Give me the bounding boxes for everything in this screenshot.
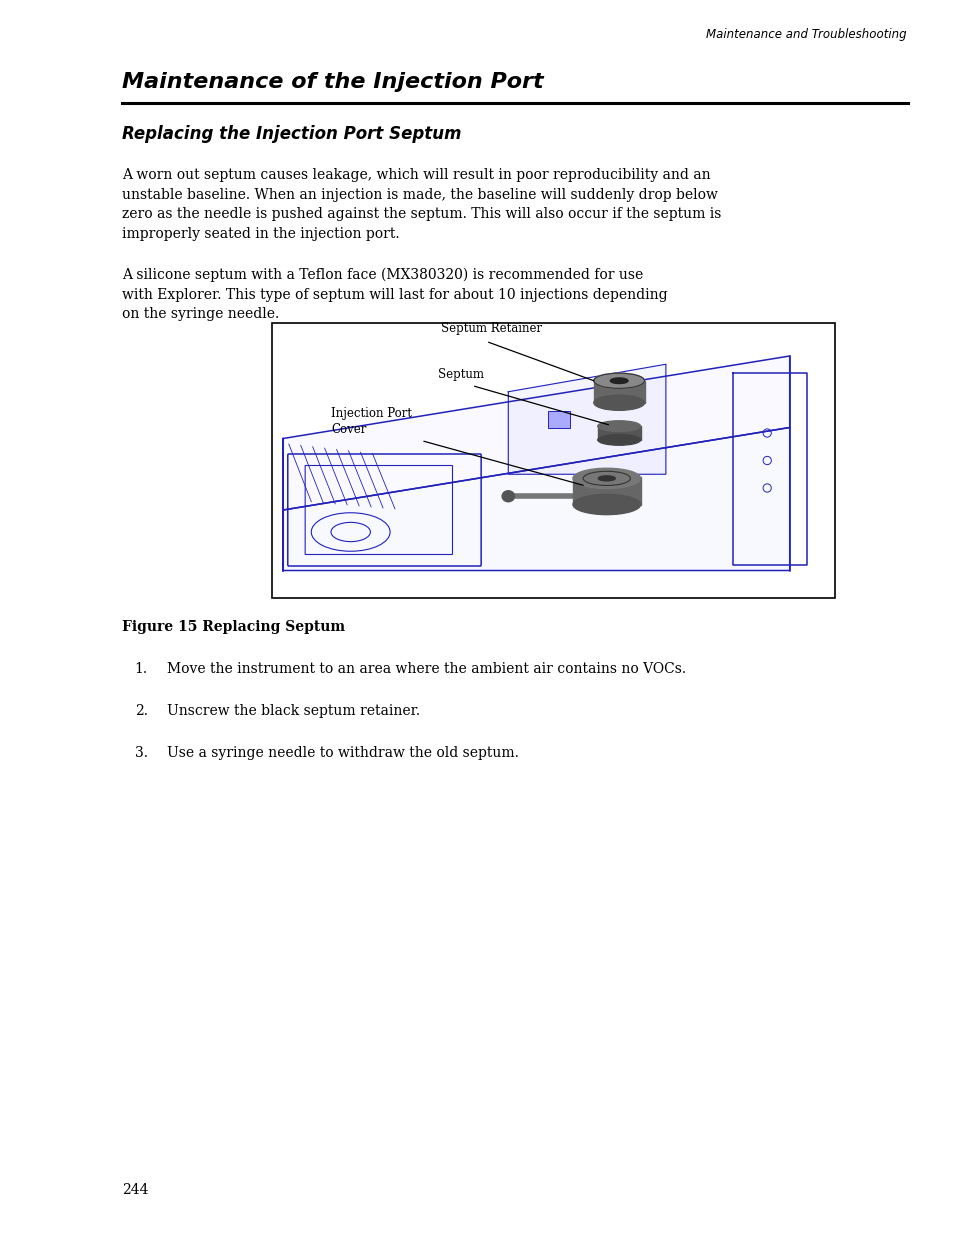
Text: 1.: 1. bbox=[134, 662, 148, 676]
Text: Maintenance and Troubleshooting: Maintenance and Troubleshooting bbox=[705, 28, 905, 41]
Ellipse shape bbox=[593, 395, 644, 410]
Text: 3.: 3. bbox=[134, 746, 148, 760]
Text: 2.: 2. bbox=[134, 704, 148, 718]
Text: Figure 15 Replacing Septum: Figure 15 Replacing Septum bbox=[122, 620, 345, 634]
Ellipse shape bbox=[593, 373, 644, 388]
Text: A silicone septum with a Teflon face (MX380320) is recommended for use
with Expl: A silicone septum with a Teflon face (MX… bbox=[122, 268, 667, 321]
Text: Use a syringe needle to withdraw the old septum.: Use a syringe needle to withdraw the old… bbox=[167, 746, 518, 760]
Text: Septum Retainer: Septum Retainer bbox=[440, 322, 541, 336]
Ellipse shape bbox=[598, 435, 639, 446]
Bar bbox=[598, 426, 639, 440]
Ellipse shape bbox=[598, 421, 639, 431]
Bar bbox=[547, 411, 570, 427]
Bar bbox=[593, 380, 644, 403]
Ellipse shape bbox=[573, 468, 639, 489]
Ellipse shape bbox=[610, 378, 627, 384]
Bar bbox=[573, 477, 639, 505]
Polygon shape bbox=[283, 356, 789, 510]
Text: Unscrew the black septum retainer.: Unscrew the black septum retainer. bbox=[167, 704, 419, 718]
Text: Move the instrument to an area where the ambient air contains no VOCs.: Move the instrument to an area where the… bbox=[167, 662, 685, 676]
Text: Replacing the Injection Port Septum: Replacing the Injection Port Septum bbox=[122, 125, 461, 143]
Polygon shape bbox=[283, 427, 789, 571]
Ellipse shape bbox=[501, 490, 514, 501]
Text: 244: 244 bbox=[122, 1183, 149, 1197]
Text: A worn out septum causes leakage, which will result in poor reproducibility and : A worn out septum causes leakage, which … bbox=[122, 168, 720, 241]
Text: Injection Port
Cover: Injection Port Cover bbox=[331, 406, 412, 436]
Ellipse shape bbox=[573, 494, 639, 515]
Polygon shape bbox=[508, 364, 665, 474]
Text: Septum: Septum bbox=[437, 368, 483, 380]
Text: Maintenance of the Injection Port: Maintenance of the Injection Port bbox=[122, 72, 543, 91]
Ellipse shape bbox=[598, 475, 615, 480]
Bar bbox=[272, 324, 834, 598]
